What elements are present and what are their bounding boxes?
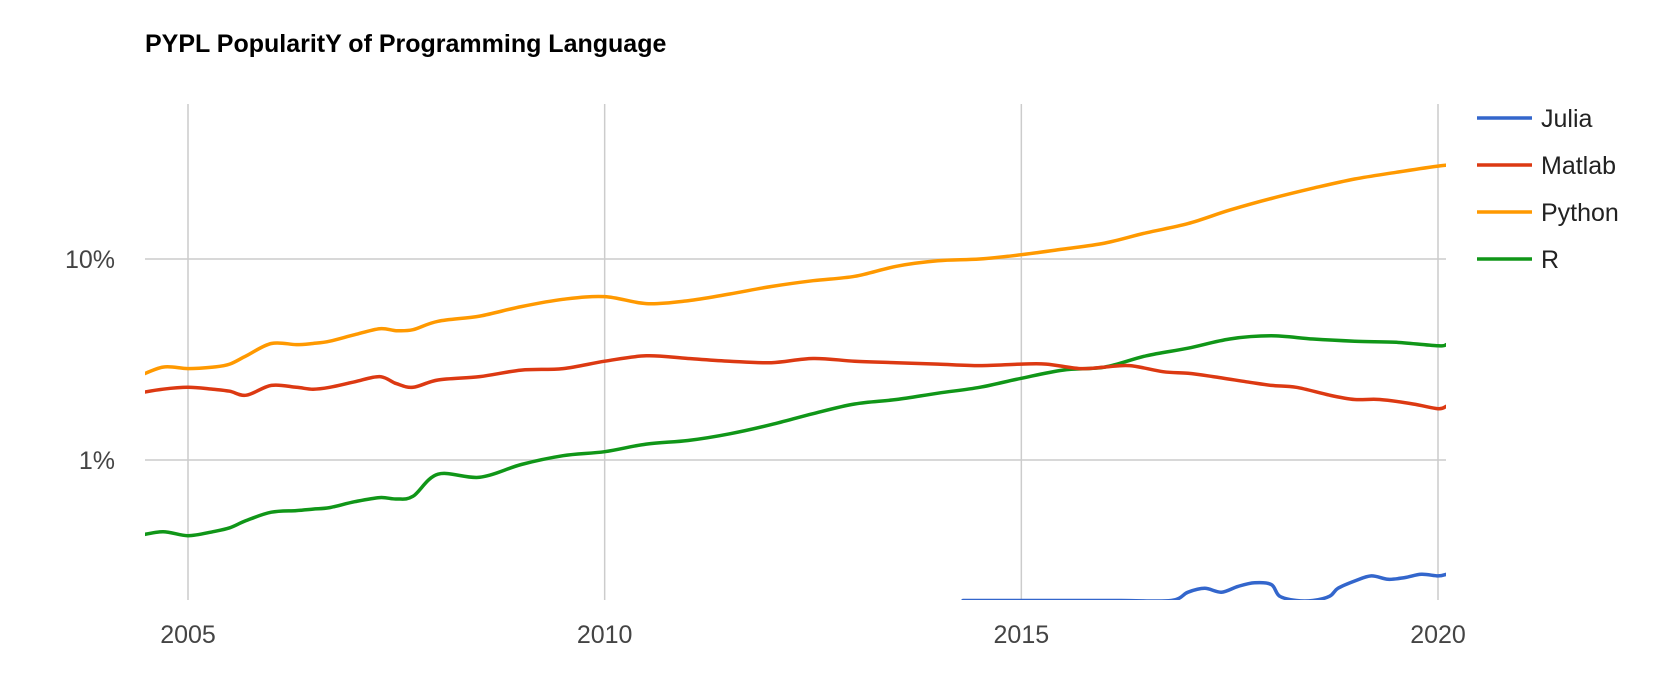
legend-label: Matlab [1541, 152, 1616, 180]
x-tick-label: 2005 [160, 621, 216, 649]
legend: Julia Matlab Python R [1477, 105, 1619, 274]
legend-label: Python [1541, 199, 1619, 227]
series-line-matlab [145, 353, 1446, 411]
series-line-julia [961, 572, 1446, 600]
axis-ticks: 2005 2010 2015 2020 10% 1% [65, 246, 1466, 649]
legend-label: R [1541, 246, 1559, 274]
x-tick-label: 2015 [994, 621, 1050, 649]
y-tick-label: 1% [79, 447, 115, 475]
x-tick-label: 2010 [577, 621, 633, 649]
series-line-python [145, 163, 1446, 376]
chart-title: PYPL PopularitY of Programming Language [145, 30, 666, 58]
y-tick-label: 10% [65, 246, 115, 274]
x-tick-label: 2020 [1410, 621, 1466, 649]
series-lines [145, 163, 1446, 600]
legend-label: Julia [1541, 105, 1593, 133]
grid [145, 104, 1446, 600]
series-line-r [145, 334, 1446, 538]
